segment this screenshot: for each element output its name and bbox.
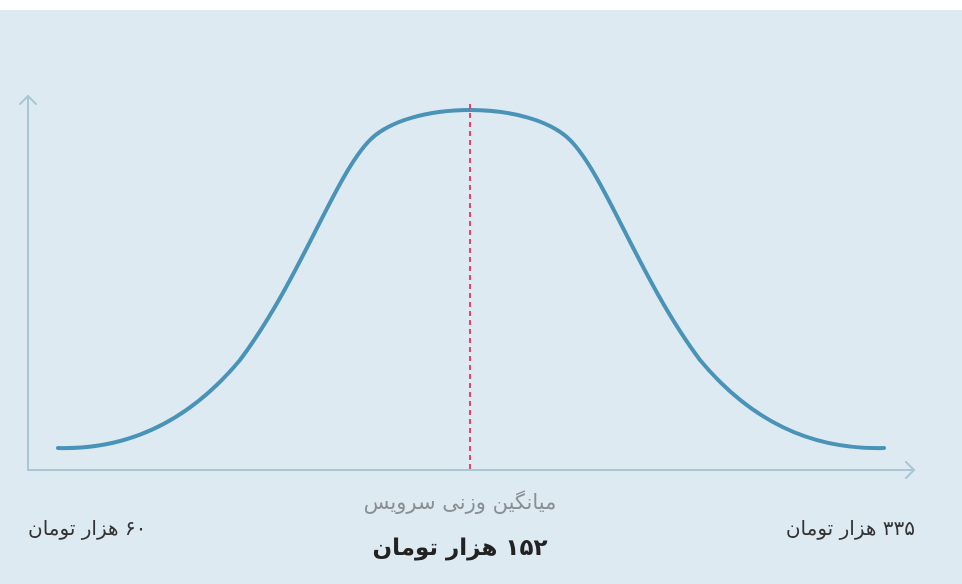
panel (0, 10, 962, 584)
distribution-curve (56, 108, 886, 451)
y-axis-arrow (19, 94, 37, 105)
min-label: ۶۰ هزار تومان (28, 516, 147, 540)
mean-value: ۱۵۲ هزار تومان (372, 535, 548, 561)
mean-caption: میانگین وزنی سرویس (363, 490, 557, 514)
max-label: ۳۳۵ هزار تومان (785, 516, 915, 540)
x-axis-arrow (905, 461, 916, 479)
